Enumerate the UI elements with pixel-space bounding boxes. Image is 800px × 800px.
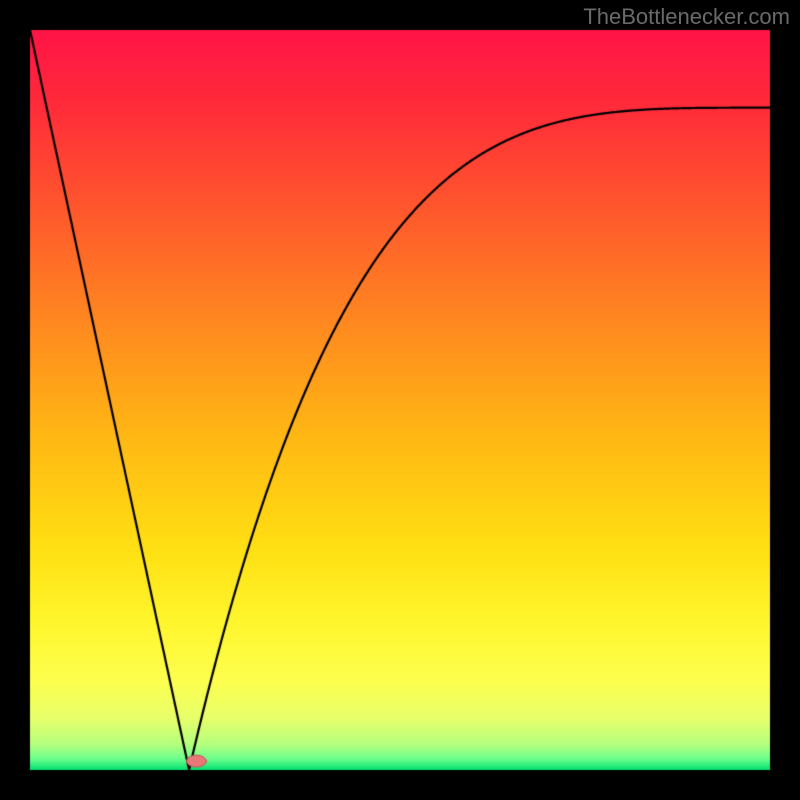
watermark-text: TheBottlenecker.com: [583, 4, 790, 30]
chart-canvas: [0, 0, 800, 800]
chart-container: TheBottlenecker.com: [0, 0, 800, 800]
